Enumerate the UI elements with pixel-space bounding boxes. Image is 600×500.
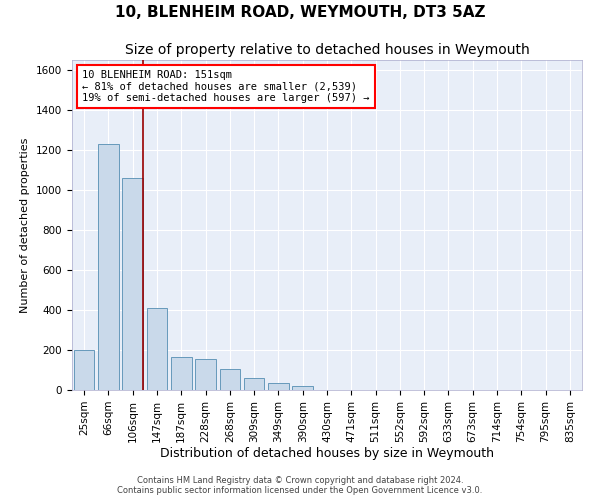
Bar <box>220 369 240 390</box>
Bar <box>195 359 216 390</box>
Bar <box>98 144 119 390</box>
Bar <box>244 378 265 390</box>
Bar <box>171 357 191 390</box>
Text: Contains HM Land Registry data © Crown copyright and database right 2024.
Contai: Contains HM Land Registry data © Crown c… <box>118 476 482 495</box>
Bar <box>74 350 94 390</box>
Text: 10, BLENHEIM ROAD, WEYMOUTH, DT3 5AZ: 10, BLENHEIM ROAD, WEYMOUTH, DT3 5AZ <box>115 5 485 20</box>
Text: 10 BLENHEIM ROAD: 151sqm
← 81% of detached houses are smaller (2,539)
19% of sem: 10 BLENHEIM ROAD: 151sqm ← 81% of detach… <box>82 70 370 103</box>
X-axis label: Distribution of detached houses by size in Weymouth: Distribution of detached houses by size … <box>160 448 494 460</box>
Bar <box>292 386 313 390</box>
Title: Size of property relative to detached houses in Weymouth: Size of property relative to detached ho… <box>125 44 529 58</box>
Bar <box>122 178 143 390</box>
Y-axis label: Number of detached properties: Number of detached properties <box>20 138 31 312</box>
Bar <box>146 308 167 390</box>
Bar <box>268 383 289 390</box>
